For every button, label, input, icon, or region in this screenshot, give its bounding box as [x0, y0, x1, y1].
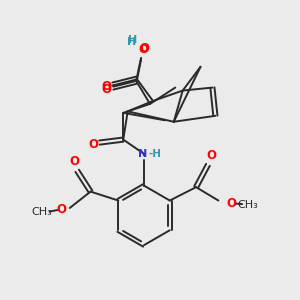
Text: H: H: [128, 35, 137, 45]
Text: CH₃: CH₃: [238, 200, 259, 210]
Text: O: O: [139, 42, 149, 55]
Text: O: O: [57, 203, 67, 216]
Text: O: O: [69, 155, 79, 168]
Text: O: O: [101, 82, 111, 96]
Text: N: N: [138, 149, 147, 159]
Text: H: H: [127, 37, 136, 47]
Text: O: O: [138, 43, 148, 56]
Text: O: O: [101, 80, 111, 93]
Text: O: O: [227, 197, 237, 210]
Text: O: O: [206, 149, 216, 162]
Text: -H: -H: [149, 149, 162, 159]
Text: CH₃: CH₃: [31, 207, 52, 218]
Text: O: O: [88, 138, 98, 151]
